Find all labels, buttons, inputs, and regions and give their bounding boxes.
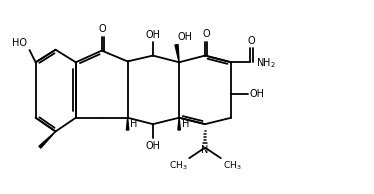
Text: H: H <box>182 120 189 129</box>
Polygon shape <box>39 132 56 148</box>
Text: H: H <box>130 120 138 129</box>
Text: OH: OH <box>177 32 192 42</box>
Text: O: O <box>202 29 210 39</box>
Text: HO: HO <box>12 38 27 48</box>
Text: O: O <box>99 24 107 34</box>
Polygon shape <box>175 45 179 62</box>
Polygon shape <box>126 118 129 130</box>
Text: OH: OH <box>145 141 160 151</box>
Text: OH: OH <box>145 30 160 40</box>
Text: CH$_3$: CH$_3$ <box>223 160 241 172</box>
Text: NH$_2$: NH$_2$ <box>256 56 276 70</box>
Text: OH: OH <box>249 88 264 99</box>
Text: N: N <box>201 145 209 155</box>
Text: CH$_3$: CH$_3$ <box>169 160 187 172</box>
Polygon shape <box>178 118 180 130</box>
Text: O: O <box>248 36 255 46</box>
